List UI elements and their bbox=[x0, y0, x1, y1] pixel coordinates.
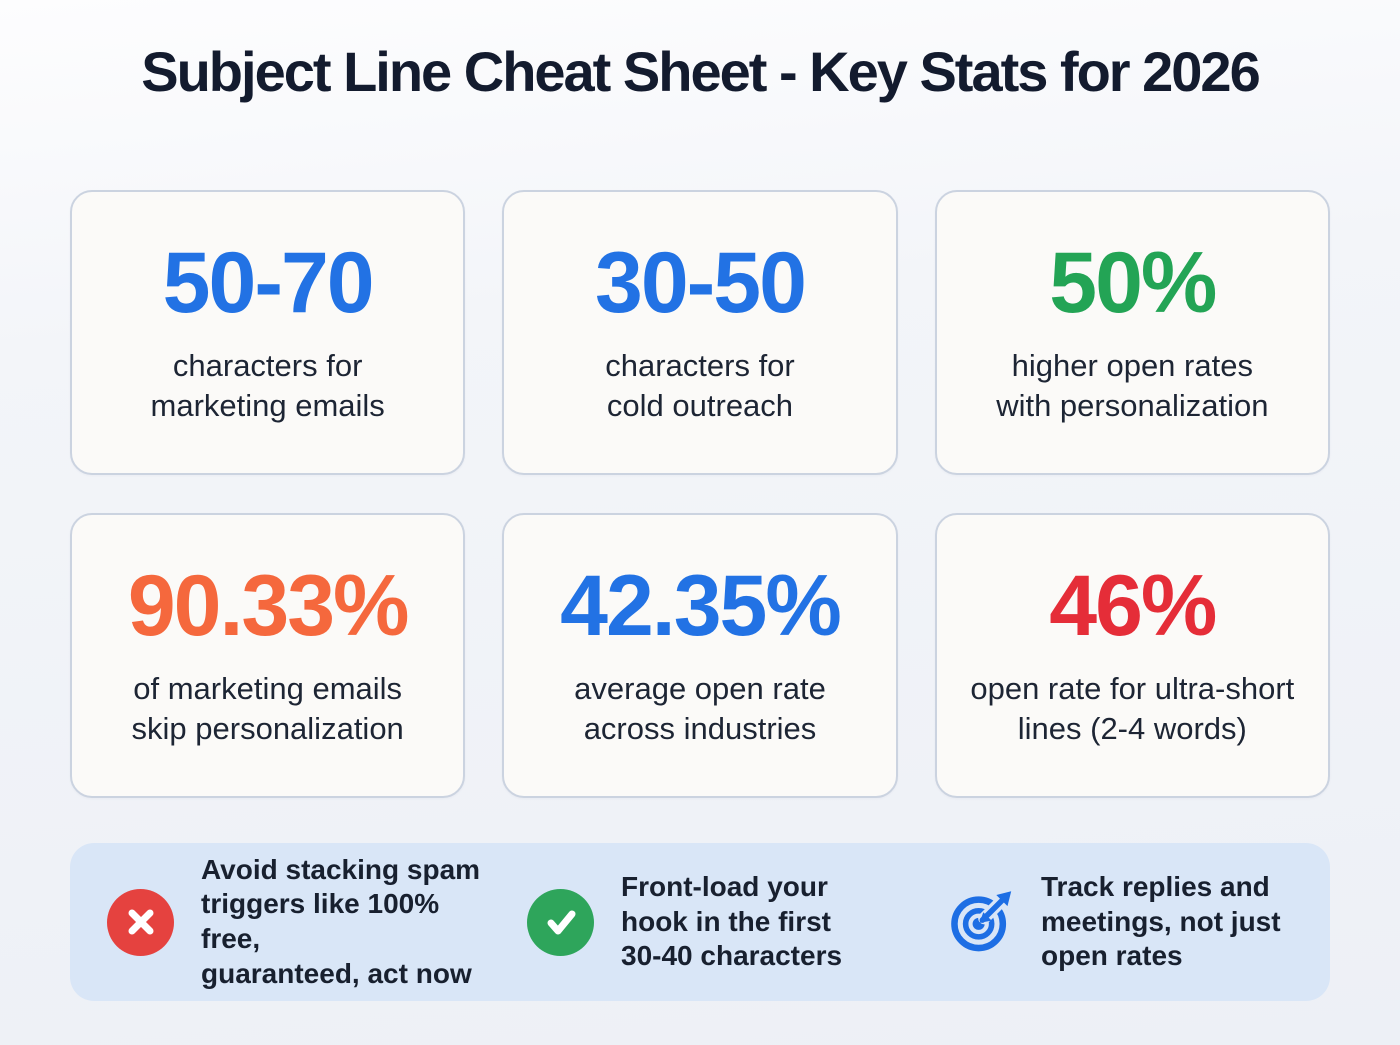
target-icon bbox=[947, 889, 1014, 956]
stat-card-marketing-length: 50-70 characters for marketing emails bbox=[70, 190, 466, 475]
stat-caption: of marketing emails skip personalization bbox=[131, 671, 404, 746]
tips-bar: Avoid stacking spam triggers like 100% f… bbox=[70, 843, 1330, 1001]
stat-value: 50% bbox=[1049, 235, 1217, 332]
stat-caption: open rate for ultra-short lines (2-4 wor… bbox=[970, 671, 1295, 746]
check-circle-icon bbox=[527, 888, 594, 956]
stat-card-ultra-short-open-rate: 46% open rate for ultra-short lines (2-4… bbox=[934, 513, 1330, 798]
tip-text: Track replies and meetings, not just ope… bbox=[1041, 870, 1281, 972]
stat-caption: higher open rates with personalization bbox=[996, 348, 1269, 423]
stat-caption: characters for cold outreach bbox=[605, 348, 795, 423]
stat-caption: average open rate across industries bbox=[574, 671, 826, 746]
tip-text: Front-load your hook in the first 30-40 … bbox=[621, 870, 843, 972]
tip-track-replies: Track replies and meetings, not just ope… bbox=[910, 870, 1330, 974]
tip-front-load-hook: Front-load your hook in the first 30-40 … bbox=[490, 870, 910, 974]
stat-value: 90.33% bbox=[127, 558, 410, 655]
page-title: Subject Line Cheat Sheet - Key Stats for… bbox=[141, 40, 1260, 103]
stat-value: 50-70 bbox=[162, 235, 375, 332]
stat-card-skip-personalization: 90.33% of marketing emails skip personal… bbox=[70, 513, 466, 798]
stat-card-cold-outreach-length: 30-50 characters for cold outreach bbox=[502, 190, 898, 475]
stat-card-average-open-rate: 42.35% average open rate across industri… bbox=[502, 513, 898, 798]
stat-value: 46% bbox=[1049, 558, 1217, 655]
x-circle-icon bbox=[107, 888, 174, 956]
stat-value: 30-50 bbox=[595, 235, 807, 332]
stat-caption: characters for marketing emails bbox=[150, 348, 385, 423]
tip-avoid-spam-triggers: Avoid stacking spam triggers like 100% f… bbox=[70, 853, 490, 992]
tip-text: Avoid stacking spam triggers like 100% f… bbox=[201, 853, 481, 989]
stat-value: 42.35% bbox=[560, 558, 842, 655]
stat-cards-grid: 50-70 characters for marketing emails 30… bbox=[70, 190, 1330, 798]
stat-card-personalization-open-rates: 50% higher open rates with personalizati… bbox=[934, 190, 1330, 475]
